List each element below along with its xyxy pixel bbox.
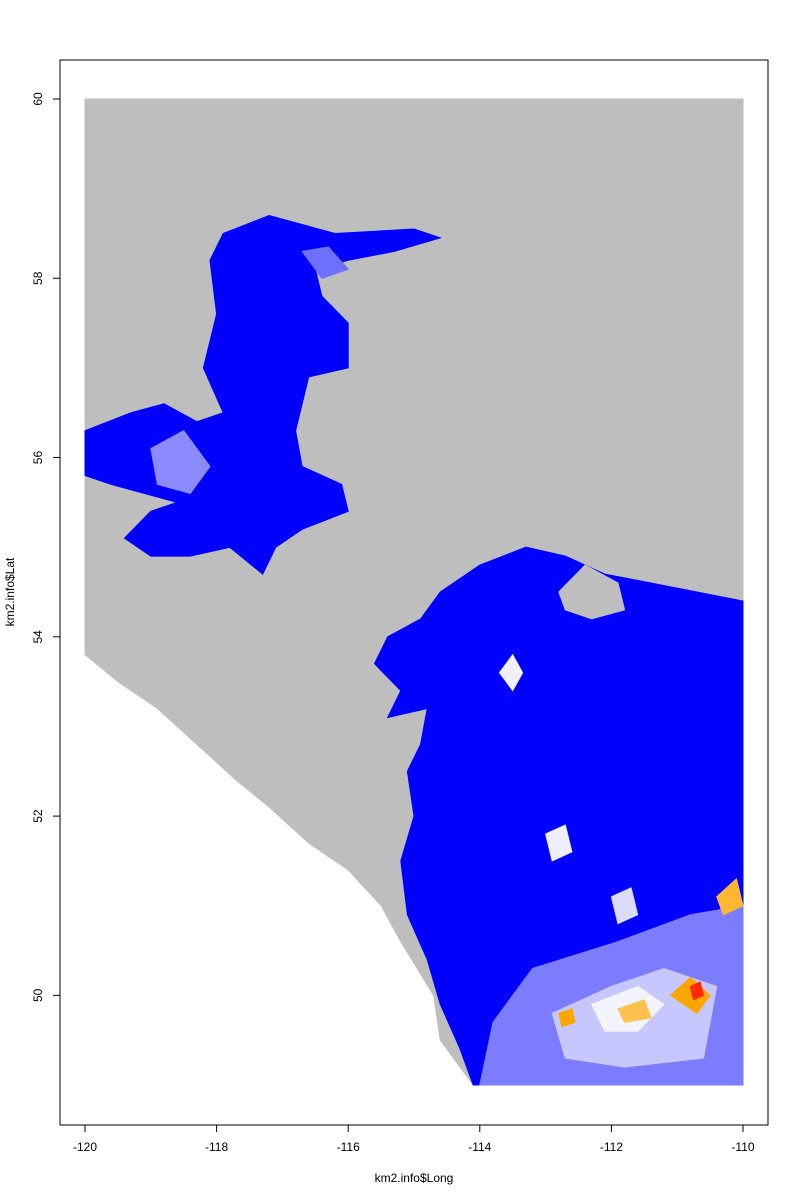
plot-area xyxy=(84,98,744,1086)
y-tick-label: 52 xyxy=(31,809,45,823)
y-tick-label: 60 xyxy=(31,92,45,106)
heatmap-region-orange-patch-4 xyxy=(716,877,744,916)
x-tick-label: -112 xyxy=(600,1140,623,1154)
heatmap-region-white-patch-north xyxy=(498,653,524,692)
y-axis-label: km2.info$Lat xyxy=(3,557,17,626)
heatmap-region-white-patch-east xyxy=(610,887,639,925)
x-tick-label: -120 xyxy=(73,1140,97,1154)
y-tick-label: 56 xyxy=(31,451,45,465)
heatmap-region-northern-light-patch xyxy=(150,430,211,494)
heatmap-region-red-patch xyxy=(689,981,705,1001)
heatmap-region-orange-patch-3 xyxy=(558,1008,576,1028)
heatmap-region-southern-lake-hole xyxy=(558,564,626,620)
x-axis-label: km2.info$Long xyxy=(375,1171,454,1185)
y-tick-label: 54 xyxy=(31,630,45,644)
heatmap-region-northern-light-patch-2 xyxy=(301,246,350,279)
y-axis: 50 52 54 56 58 60 xyxy=(31,92,61,1002)
x-tick-label: -118 xyxy=(205,1140,228,1154)
x-axis: -120 -118 -116 -114 -112 -110 xyxy=(73,1124,755,1154)
x-tick-label: -116 xyxy=(337,1140,360,1154)
heatmap-region-orange-patch-2 xyxy=(617,999,652,1023)
y-tick-label: 58 xyxy=(31,271,45,285)
x-tick-label: -110 xyxy=(731,1140,754,1154)
heatmap-region-orange-patch-1 xyxy=(669,976,711,1014)
heatmap-region-white-patch-mid xyxy=(545,824,573,862)
x-tick-label: -114 xyxy=(468,1140,491,1154)
y-tick-label: 50 xyxy=(31,988,45,1002)
